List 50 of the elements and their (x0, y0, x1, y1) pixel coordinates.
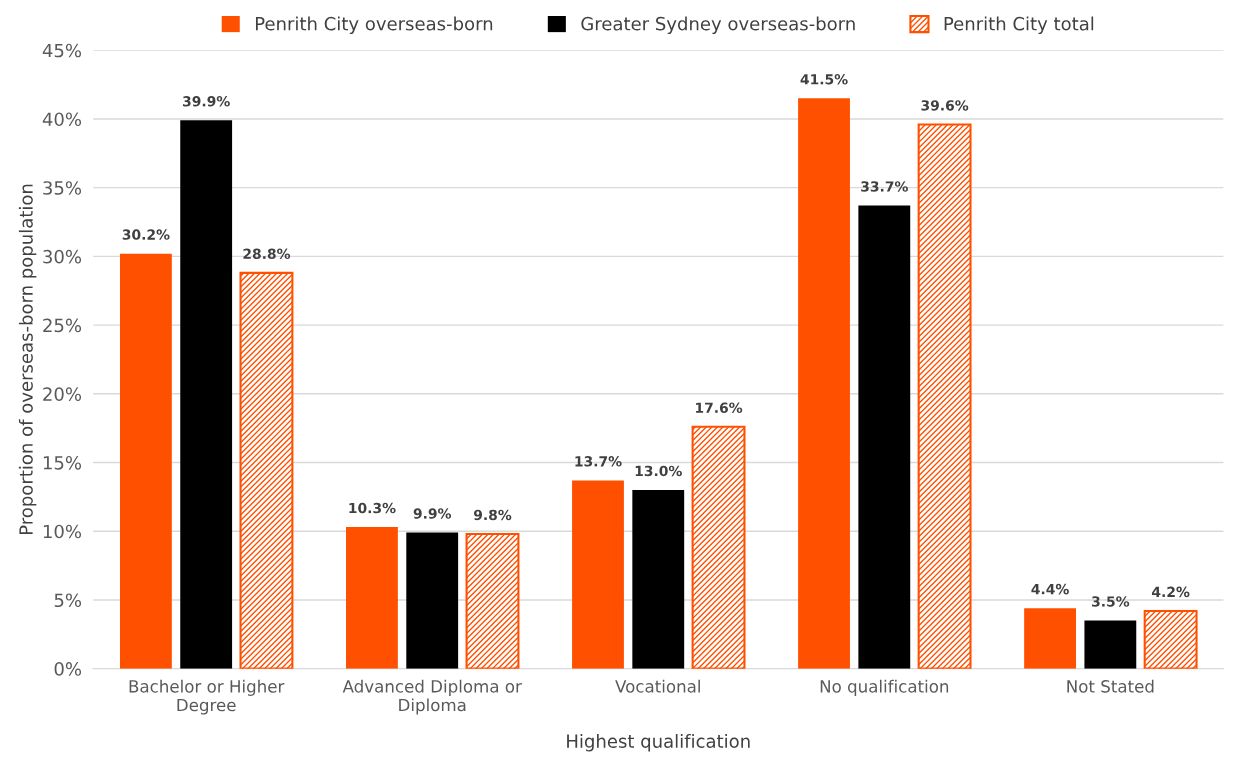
y-tick-label: 5% (54, 593, 82, 608)
bar (1143, 609, 1198, 669)
bar (858, 205, 911, 669)
legend-label: Penrith City overseas-born (255, 16, 493, 34)
y-tick-label: 0% (54, 662, 82, 676)
bar (632, 490, 685, 669)
bar (346, 527, 398, 669)
bar (1024, 608, 1076, 669)
bar (1084, 620, 1137, 669)
y-axis-title: Proportion of overseas-born population (18, 184, 37, 535)
y-tick-label: 20% (43, 387, 82, 401)
bar (798, 98, 850, 669)
data-label: 3.5% (1092, 596, 1130, 607)
data-label: 39.9% (183, 96, 230, 107)
y-tick-label: 35% (43, 181, 82, 195)
bar (239, 271, 294, 669)
bar (406, 532, 459, 669)
bar (691, 425, 746, 669)
bar (180, 120, 233, 669)
bar (572, 480, 624, 669)
x-tick-label: Vocational (615, 679, 700, 693)
legend-label: Penrith City total (944, 16, 1094, 34)
x-tick-label: Not Stated (1067, 679, 1154, 693)
bar (119, 253, 172, 669)
y-tick-label: 10% (43, 524, 82, 539)
x-tick-label: No qualification (820, 679, 949, 696)
x-tick-label: Advanced Diploma or Diploma (342, 679, 522, 715)
data-label: 17.6% (696, 402, 743, 413)
data-label: 4.2% (1151, 586, 1190, 598)
y-tick-label: 15% (43, 455, 82, 470)
data-label: 13.7% (575, 456, 622, 467)
x-tick-label: Bachelor or Higher Degree (129, 679, 285, 715)
y-tick-label: 25% (43, 318, 82, 333)
data-label: 9.8% (473, 509, 512, 521)
y-tick-label: 45% (42, 43, 82, 58)
data-label: 13.0% (635, 465, 682, 477)
data-label: 33.7% (861, 181, 908, 192)
data-label: 9.9% (413, 508, 452, 519)
data-label: 28.8% (243, 248, 291, 260)
data-label: 41.5% (800, 74, 848, 85)
data-label: 39.6% (921, 100, 969, 111)
bar (917, 123, 972, 669)
y-tick-label: 30% (43, 249, 82, 264)
y-tick-label: 40% (42, 112, 82, 127)
legend-label: Greater Sydney overseas-born (581, 16, 855, 34)
x-axis-title: Highest qualification (567, 733, 750, 752)
data-label: 4.4% (1031, 583, 1069, 595)
data-label: 10.3% (349, 502, 396, 514)
bar (465, 532, 520, 669)
data-label: 30.2% (122, 229, 170, 240)
